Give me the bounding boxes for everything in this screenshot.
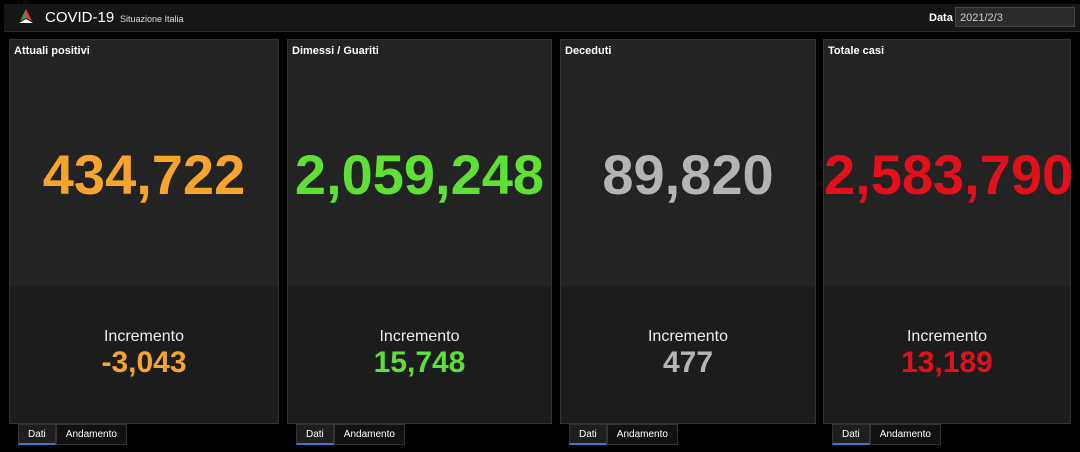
- app-title: COVID-19: [45, 9, 115, 26]
- top-bar: COVID-19 Situazione Italia Data 2021/2/3: [4, 4, 1080, 32]
- increment-label: Incremento: [906, 328, 988, 345]
- stat-card: Dimessi / Guariti 2,059,248 Incremento 15,7…: [287, 39, 552, 424]
- card-title: Dimessi / Guariti: [292, 45, 379, 57]
- increment-value: 13,189: [901, 346, 993, 379]
- increment-label: Incremento: [379, 328, 460, 345]
- logo: [19, 9, 33, 23]
- total-value: 2,583,790: [824, 143, 1074, 206]
- stat-card: Attuali positivi 434,722 Incremento -3,043: [9, 39, 279, 424]
- tab[interactable]: Dati: [18, 424, 56, 445]
- increment-label: Incremento: [103, 328, 185, 345]
- date-label: Data: [929, 12, 953, 24]
- card-title: Attuali positivi: [14, 45, 90, 57]
- card-upper: [824, 40, 1070, 286]
- increment-label: Incremento: [647, 328, 729, 345]
- tab[interactable]: Dati: [296, 424, 334, 445]
- tab[interactable]: Andamento: [869, 424, 941, 445]
- tab-bar: Dati Andamento: [296, 424, 405, 445]
- stat-card: Totale casi 2,583,790 Incremento 13,189: [823, 39, 1074, 424]
- tab[interactable]: Dati: [569, 424, 607, 445]
- total-value: 89,820: [602, 143, 774, 206]
- tab[interactable]: Andamento: [606, 424, 678, 445]
- tab[interactable]: Dati: [832, 424, 870, 445]
- total-value: 2,059,248: [294, 143, 545, 206]
- stat-card: Deceduti 89,820 Incremento 477: [560, 39, 816, 424]
- card-title: Totale casi: [828, 45, 885, 57]
- increment-value: -3,043: [101, 346, 187, 379]
- increment-value: 477: [662, 346, 714, 379]
- increment-value: 15,748: [373, 346, 466, 379]
- tab-bar: Dati Andamento: [832, 424, 941, 445]
- tab[interactable]: Andamento: [55, 424, 127, 445]
- tab-bar: Dati Andamento: [569, 424, 678, 445]
- tab-bar: Dati Andamento: [18, 424, 127, 445]
- card-upper: [10, 40, 278, 286]
- date-input[interactable]: 2021/2/3: [955, 7, 1075, 27]
- card-title: Deceduti: [565, 45, 612, 57]
- app-subtitle: Situazione Italia: [120, 14, 184, 24]
- tab[interactable]: Andamento: [333, 424, 405, 445]
- card-upper: [561, 40, 815, 286]
- card-upper: [288, 40, 551, 286]
- total-value: 434,722: [42, 143, 246, 206]
